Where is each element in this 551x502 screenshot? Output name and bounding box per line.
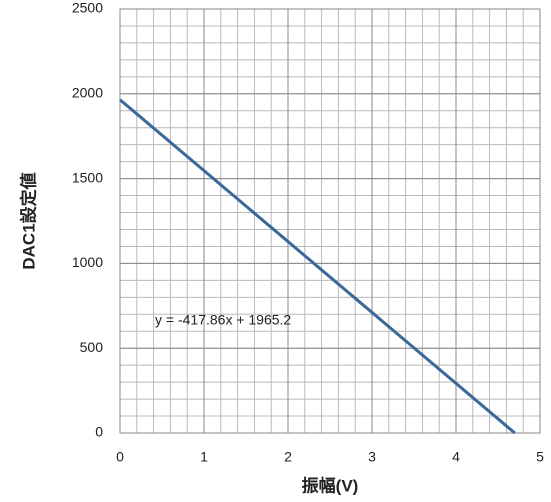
y-tick-label: 1500 xyxy=(72,169,103,185)
trendline-equation: y = -417.86x + 1965.2 xyxy=(155,312,291,328)
y-tick-label: 2000 xyxy=(72,85,103,101)
x-tick-label: 0 xyxy=(116,449,124,465)
x-axis-title: 振幅(V) xyxy=(302,475,359,495)
y-tick-label: 1000 xyxy=(72,254,103,270)
x-tick-label: 4 xyxy=(452,449,460,465)
y-axis-title: DAC1設定値 xyxy=(18,172,38,269)
data-line xyxy=(119,98,516,435)
y-tick-label: 0 xyxy=(95,424,103,440)
y-tick-label: 2500 xyxy=(72,0,103,16)
x-tick-label: 5 xyxy=(536,449,544,465)
x-tick-label: 1 xyxy=(200,449,208,465)
plot-border xyxy=(119,8,541,434)
y-tick-label: 500 xyxy=(80,339,104,355)
x-tick-label: 2 xyxy=(284,449,292,465)
x-tick-label: 3 xyxy=(368,449,376,465)
